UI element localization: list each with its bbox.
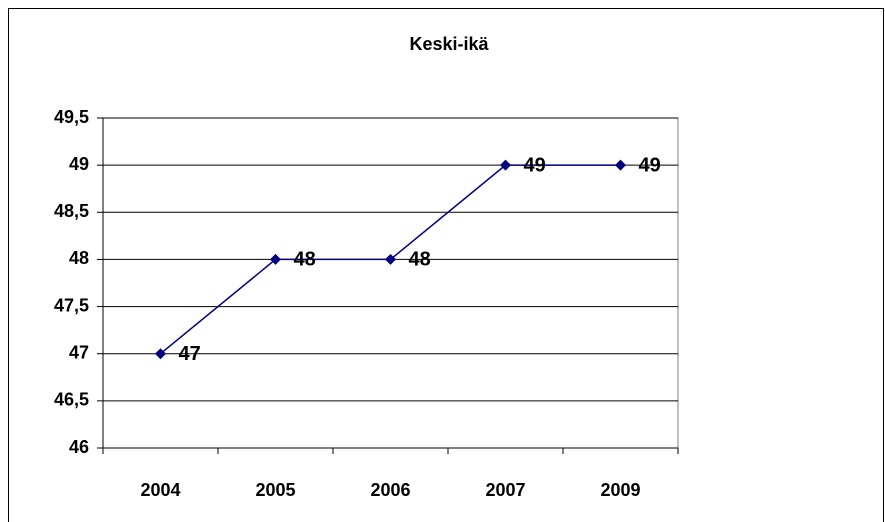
data-label: 48 (294, 249, 316, 271)
data-label: 48 (409, 249, 431, 271)
y-tick-label: 48,5 (54, 201, 89, 221)
y-tick-label: 46,5 (54, 390, 89, 410)
x-tick-label: 2007 (485, 480, 525, 500)
data-point (615, 159, 626, 171)
y-tick-label: 49 (69, 154, 89, 174)
data-point (155, 348, 166, 360)
y-tick-label: 49,5 (54, 107, 89, 127)
y-tick-label: 47 (69, 342, 89, 362)
x-tick-label: 2006 (370, 480, 410, 500)
x-tick-label: 2009 (600, 480, 640, 500)
data-point (385, 253, 396, 265)
y-tick-label: 48 (69, 248, 89, 268)
x-tick-label: 2005 (255, 480, 295, 500)
plot-area (102, 117, 679, 449)
y-tick-label: 46 (69, 437, 89, 457)
data-label: 49 (524, 154, 546, 176)
data-point (500, 159, 511, 171)
data-point (270, 253, 281, 265)
data-label: 49 (639, 154, 661, 176)
chart-title: Keski-ikä (409, 34, 489, 54)
y-tick-label: 47,5 (54, 295, 89, 315)
x-tick-label: 2004 (140, 480, 180, 500)
data-label: 47 (179, 343, 201, 365)
